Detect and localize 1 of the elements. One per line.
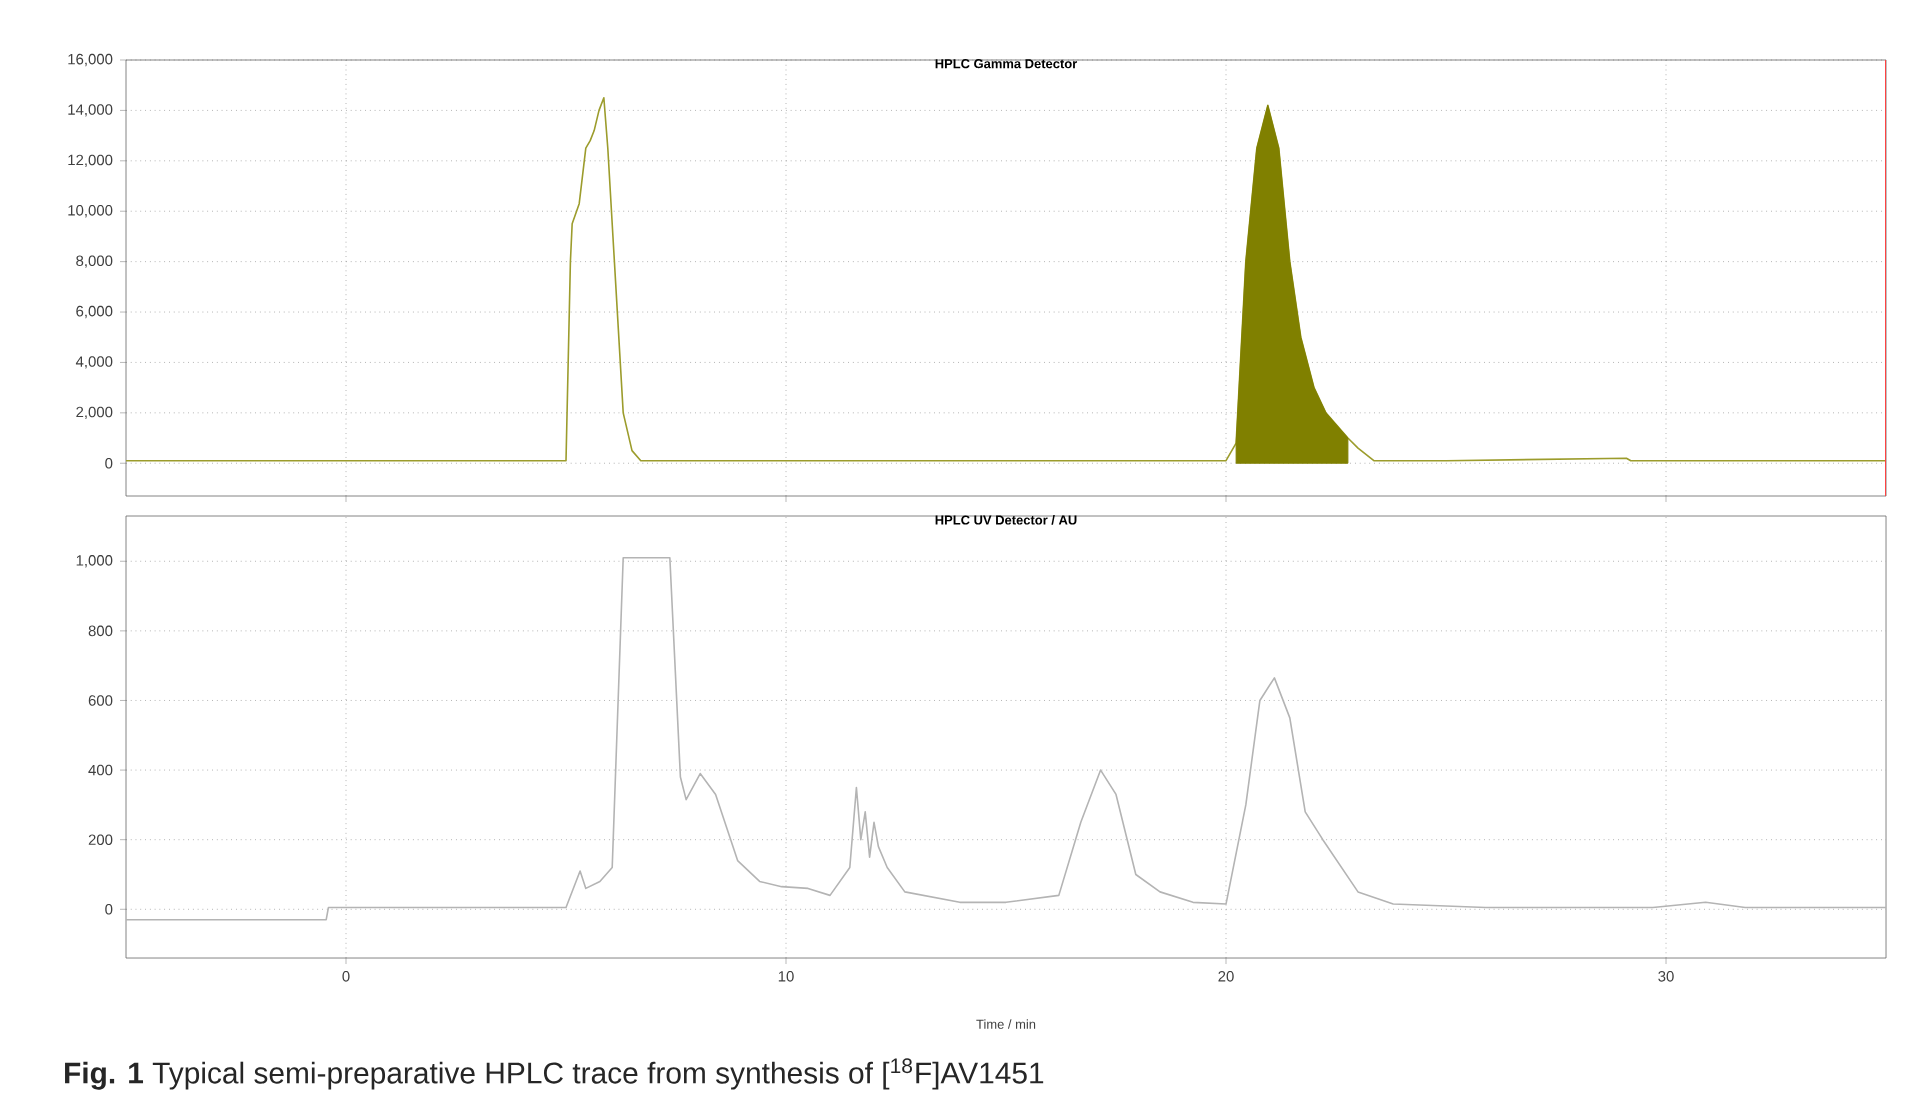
text: Fig. 1 Typical semi-preparative HPLC trace from synthesis of [$^{18}$F]AV1451 [65,1058,1044,1090]
